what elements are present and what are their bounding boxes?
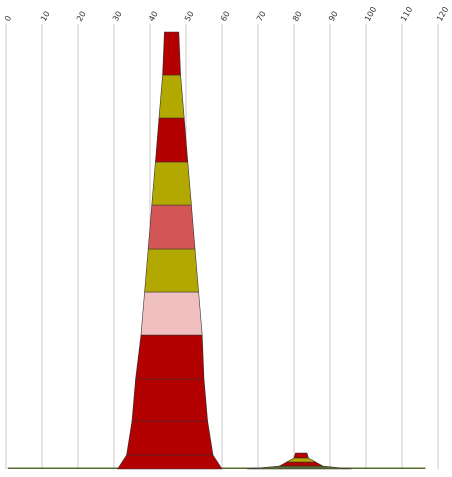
stack-1-band	[162, 31, 181, 76]
stack-1	[117, 31, 223, 470]
stack-2-band	[278, 461, 324, 467]
x-tick-label: 10	[39, 10, 52, 23]
x-tick-label: 70	[255, 10, 268, 23]
stack-1-band	[126, 420, 214, 456]
stack-2-band	[285, 457, 317, 463]
x-tick-label: 50	[183, 10, 196, 23]
x-tick-label: 60	[219, 10, 232, 23]
stack-1-band	[140, 291, 203, 336]
x-tick-label: 100	[363, 5, 378, 23]
stack-1-band	[151, 161, 192, 206]
x-tick-label: 80	[291, 10, 304, 23]
stack-1-band	[131, 378, 208, 422]
stack-1-band	[135, 334, 205, 380]
x-tick-label: 0	[3, 14, 13, 23]
x-tick-label: 40	[147, 10, 160, 23]
x-gridlines	[5, 24, 439, 469]
stack-1-band	[155, 117, 189, 163]
x-tick-labels: 0 10 20 30 40 50 60 70 80 90 100 110 120	[3, 5, 450, 23]
stack-2-band	[247, 465, 352, 470]
x-tick-label: 110	[399, 5, 414, 23]
stack-1-band	[158, 74, 185, 119]
stack-1-band	[117, 454, 223, 470]
chart-marks	[7, 31, 426, 470]
stack-1-band	[147, 204, 196, 250]
x-tick-label: 20	[75, 10, 88, 23]
stack-2	[247, 452, 352, 470]
x-tick-label: 120	[435, 5, 450, 23]
stack-1-band	[144, 248, 199, 293]
stack-2-band	[293, 452, 309, 459]
x-tick-label: 30	[111, 10, 124, 23]
x-tick-label: 90	[327, 10, 340, 23]
